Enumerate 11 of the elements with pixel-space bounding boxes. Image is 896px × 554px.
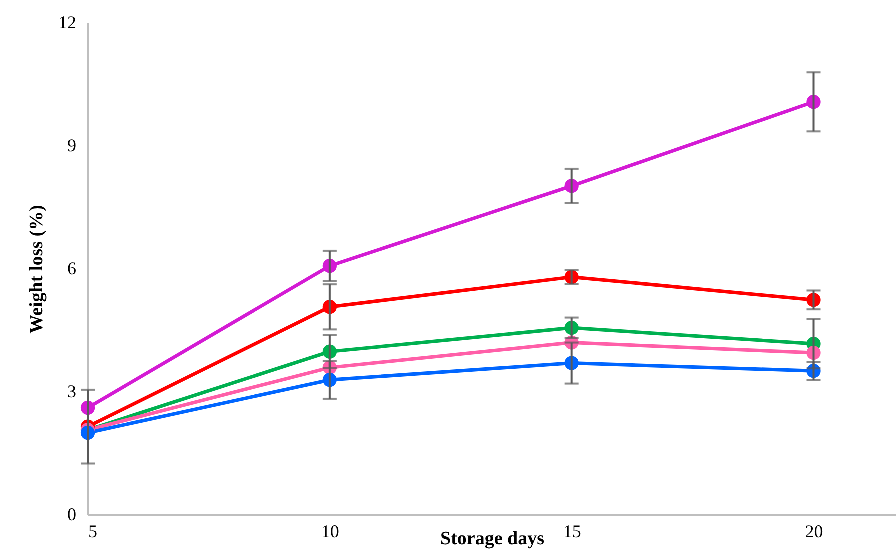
y-tick-label: 0 bbox=[68, 504, 76, 524]
x-tick-label: 5 bbox=[88, 522, 98, 542]
y-tick-label: 3 bbox=[68, 382, 76, 402]
y-tick-label: 12 bbox=[58, 12, 76, 32]
x-tick-label: 10 bbox=[321, 522, 340, 542]
y-tick-label: 6 bbox=[68, 258, 76, 278]
y-tick-label: 9 bbox=[68, 136, 76, 156]
x-tick-label: 15 bbox=[563, 522, 582, 542]
x-axis-title: Storage days bbox=[440, 528, 544, 550]
x-tick-label: 20 bbox=[805, 522, 824, 542]
y-axis-title: Weight loss (%) bbox=[26, 205, 48, 334]
